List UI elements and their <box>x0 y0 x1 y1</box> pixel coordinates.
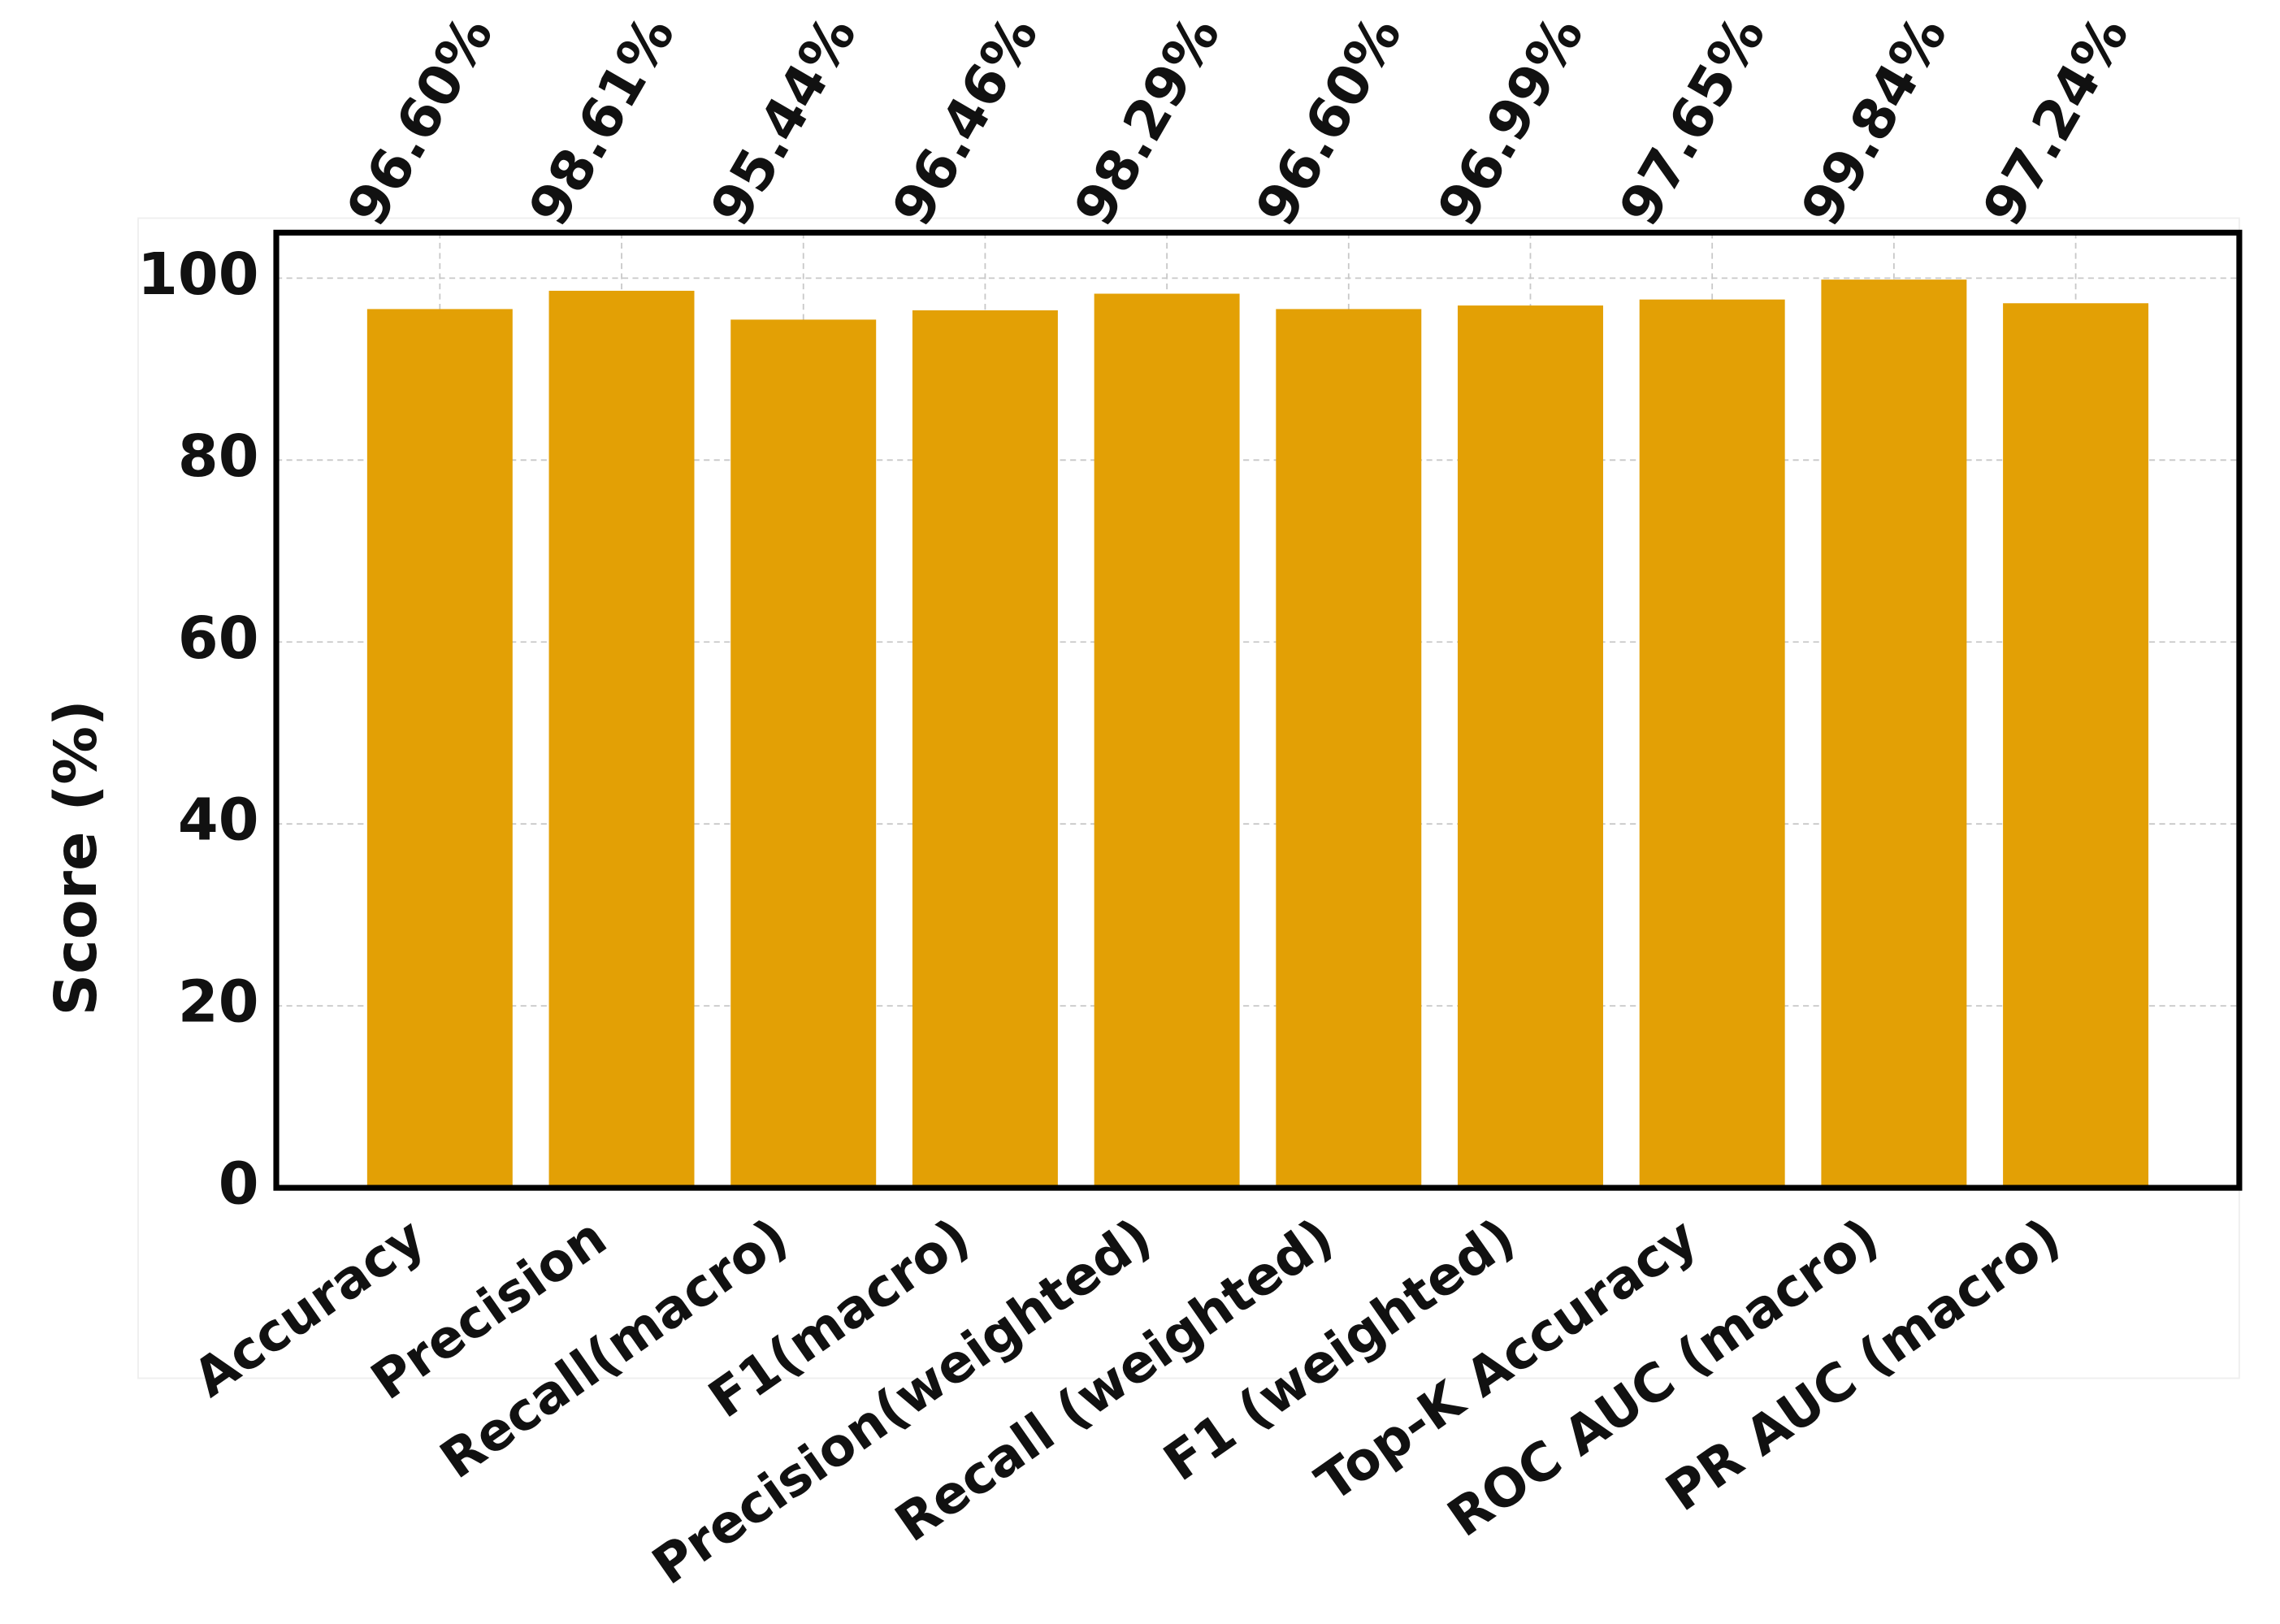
y-tick-label: 60 <box>178 604 259 672</box>
value-label: 99.84% <box>1789 6 1960 237</box>
y-tick-label: 100 <box>137 240 258 308</box>
y-tick-label: 80 <box>178 422 259 490</box>
value-label: 98.61% <box>517 6 687 237</box>
y-tick-label: 20 <box>178 968 259 1036</box>
value-label: 97.65% <box>1607 6 1778 237</box>
value-label: 96.60% <box>335 6 505 237</box>
bar <box>730 319 877 1189</box>
y-tick-label: 0 <box>219 1150 259 1218</box>
bar <box>1094 293 1240 1189</box>
bar <box>1458 305 1603 1189</box>
plot-frame <box>273 229 2243 1191</box>
bar <box>548 290 695 1189</box>
value-label: 96.46% <box>881 6 1051 237</box>
bar <box>2003 303 2149 1189</box>
bar <box>1639 299 1785 1189</box>
value-label: 95.44% <box>699 6 869 237</box>
bar <box>366 309 513 1189</box>
bar <box>1276 309 1422 1189</box>
value-label: 97.24% <box>1971 6 2142 237</box>
value-label: 96.99% <box>1426 6 1597 237</box>
y-axis-label: Score (%) <box>42 699 110 1016</box>
y-tick-label: 40 <box>178 786 259 854</box>
value-label: 96.60% <box>1244 6 1415 237</box>
bar <box>912 310 1058 1189</box>
value-label: 98.29% <box>1062 6 1233 237</box>
bar <box>1821 279 1967 1189</box>
